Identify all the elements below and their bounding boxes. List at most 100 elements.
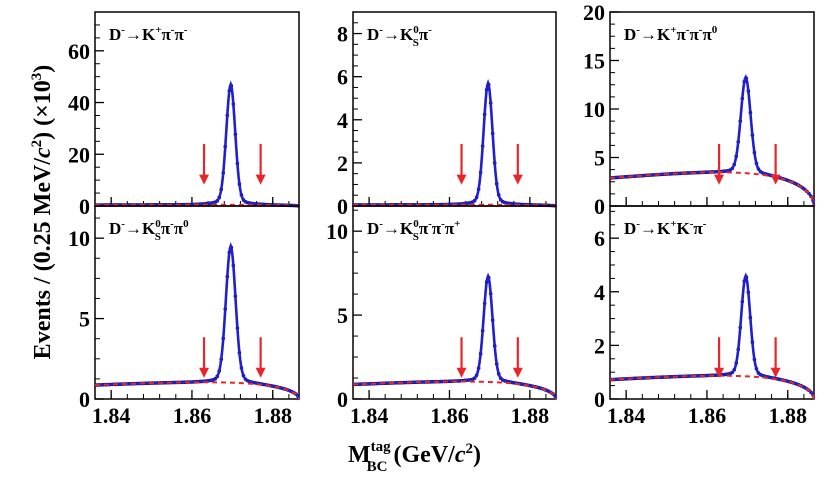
background-curve xyxy=(95,203,300,207)
x-tick-label: 1.88 xyxy=(511,403,550,428)
panel-title-part: + xyxy=(155,24,161,36)
signal-window-arrowhead xyxy=(770,174,781,185)
signal-window-arrowhead xyxy=(714,367,725,378)
panel-title-part: π xyxy=(174,25,184,44)
panel-title-part: - xyxy=(379,24,383,36)
signal-window-arrowhead xyxy=(512,174,523,185)
panel-title-part: - xyxy=(170,218,174,230)
fit-curve xyxy=(353,78,557,208)
y-axis-label-part: 2 xyxy=(29,140,45,148)
y-axis-label: Events / (0.25 MeV/c2) (×103) xyxy=(29,65,56,360)
x-axis-label: Mtag BC (GeV/c2) xyxy=(348,439,481,475)
panel-title-part: - xyxy=(121,24,125,36)
x-tick-label: 1.88 xyxy=(768,403,807,428)
y-tick-label: 0 xyxy=(79,194,90,219)
signal-window-arrowhead xyxy=(255,367,266,378)
panel-title-part: 0 xyxy=(712,24,718,36)
panel-title-part: D xyxy=(109,25,121,44)
signal-window-arrowhead xyxy=(714,174,725,185)
panel-title-part: - xyxy=(121,218,125,230)
panel-frame xyxy=(94,205,300,400)
panel-title-part: - xyxy=(636,24,640,36)
x-tick-label: 1.84 xyxy=(607,403,646,428)
y-axis-label-part: 3 xyxy=(29,73,45,81)
panel-title-part: 0 xyxy=(413,24,419,36)
y-tick-label: 0 xyxy=(337,387,348,412)
panel-title-part: π xyxy=(419,219,429,238)
x-tick-label: 1.86 xyxy=(688,403,727,428)
panel-title-part: + xyxy=(670,24,676,36)
y-tick-label: 40 xyxy=(68,91,90,116)
panel-title-part: →K xyxy=(383,25,414,44)
y-tick-label: 5 xyxy=(337,303,348,328)
panel-frame xyxy=(352,205,557,400)
x-axis-label-part: ) xyxy=(473,442,481,468)
x-tick-label: 1.86 xyxy=(430,403,469,428)
panel-title-part: D xyxy=(624,25,636,44)
y-tick-label: 5 xyxy=(594,146,605,171)
background-curve xyxy=(94,381,300,400)
panel-title-part: π xyxy=(432,219,442,238)
panel-title-part: - xyxy=(171,24,175,36)
y-tick-label: 10 xyxy=(68,226,90,251)
y-tick-label: 6 xyxy=(337,65,348,90)
y-tick-label: 2 xyxy=(594,333,605,358)
y-tick-label: 20 xyxy=(68,142,90,167)
panel-title-part: D xyxy=(367,25,379,44)
panel-title-part: - xyxy=(428,218,432,230)
panel-title-part: 0 xyxy=(183,218,189,230)
panel-title-part: D xyxy=(624,219,636,238)
panel-title-part: →K xyxy=(640,219,671,238)
y-axis-label-part: ) (×10 xyxy=(30,80,56,140)
panel-title-part: S xyxy=(155,231,161,243)
chart-panel: 0 5 10 1.84 1.86 1.88 D-→K0 Sπ-π-π+ xyxy=(326,205,558,428)
y-axis-label-part: c xyxy=(30,147,56,158)
signal-window-arrowhead xyxy=(456,174,467,185)
panel-title-part: D xyxy=(109,219,121,238)
panel-title-part: K xyxy=(676,219,690,238)
y-tick-label: 15 xyxy=(583,49,605,74)
fit-curve xyxy=(95,80,300,208)
panel-title: D-→K0 Sπ- xyxy=(367,24,432,49)
panel-title-part: - xyxy=(184,24,188,36)
panel-title-part: π xyxy=(702,25,712,44)
panel-title-part: π xyxy=(693,219,703,238)
signal-window-arrowhead xyxy=(456,367,467,378)
x-tick-label: 1.84 xyxy=(92,403,131,428)
panel-title: D-→K0 Sπ-π0 xyxy=(109,218,189,243)
x-tick-label: 1.84 xyxy=(350,403,389,428)
signal-window-arrowhead xyxy=(199,367,210,378)
panel-title: D-→K0 Sπ-π-π+ xyxy=(367,218,460,243)
fit-curve xyxy=(609,74,816,207)
panel-title-part: π xyxy=(174,219,184,238)
panel-title-part: 0 xyxy=(155,218,161,230)
y-tick-label: 60 xyxy=(68,39,90,64)
panel-title-part: + xyxy=(670,218,676,230)
y-tick-label: 10 xyxy=(326,219,348,244)
background-curve xyxy=(352,380,557,400)
y-tick-label: 10 xyxy=(583,97,605,122)
x-axis-label-part: (GeV/ xyxy=(388,442,456,468)
y-tick-label: 20 xyxy=(583,0,605,25)
signal-window-arrowhead xyxy=(255,174,266,185)
panel-title-part: π xyxy=(161,219,171,238)
x-axis-label-part: M xyxy=(348,442,371,468)
y-tick-label: 5 xyxy=(79,307,90,332)
panel-title-part: S xyxy=(413,37,419,49)
y-tick-label: 4 xyxy=(337,108,348,133)
signal-window-arrowhead xyxy=(512,367,523,378)
y-tick-label: 0 xyxy=(594,194,605,219)
y-tick-label: 8 xyxy=(337,22,348,47)
y-axis-label-part: ) xyxy=(30,65,56,73)
x-tick-label: 1.88 xyxy=(253,403,292,428)
panel-title: D-→K+K-π- xyxy=(624,218,707,238)
panel-title-part: - xyxy=(379,218,383,230)
panel-title-part: →K xyxy=(383,219,414,238)
panel-title-part: π xyxy=(445,219,455,238)
y-axis-label-part: Events / (0.25 MeV/ xyxy=(30,158,56,360)
background-curve xyxy=(353,203,557,207)
